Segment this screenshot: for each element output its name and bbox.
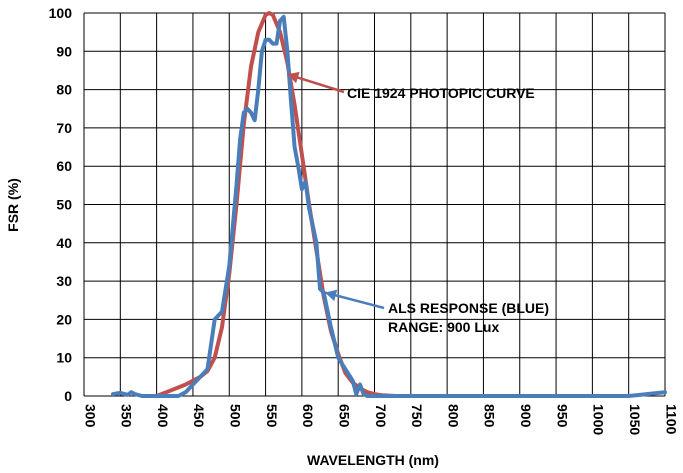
x-tick-label: 800 bbox=[445, 404, 461, 428]
x-tick-label: 500 bbox=[228, 404, 244, 428]
y-tick-label: 20 bbox=[56, 311, 72, 327]
x-tick-label: 350 bbox=[119, 404, 135, 428]
x-tick-label: 900 bbox=[518, 404, 534, 428]
y-tick-labels: 0 10 20 30 40 50 60 70 80 90 100 bbox=[49, 5, 73, 404]
y-tick-label: 10 bbox=[56, 350, 72, 366]
als-arrow-head bbox=[325, 289, 338, 302]
x-tick-label: 600 bbox=[300, 404, 316, 428]
x-tick-label: 550 bbox=[264, 404, 280, 428]
cie-arrow-head bbox=[287, 71, 300, 84]
x-tick-label: 950 bbox=[554, 404, 570, 428]
x-tick-label: 1050 bbox=[627, 404, 643, 435]
x-tick-labels: 300 350 400 450 500 550 600 650 700 750 800 850 900 9… bbox=[82, 404, 679, 435]
x-tick-label: 700 bbox=[373, 404, 389, 428]
x-axis-label: WAVELENGTH (nm) bbox=[307, 452, 439, 468]
y-tick-label: 70 bbox=[56, 120, 72, 136]
annotation-arrows bbox=[286, 71, 385, 310]
x-tick-label: 850 bbox=[482, 404, 498, 428]
y-tick-label: 80 bbox=[56, 82, 72, 98]
series-line-als bbox=[111, 14, 667, 398]
x-tick-label: 750 bbox=[409, 404, 425, 428]
series-lines bbox=[111, 11, 667, 398]
y-axis-label: FSR (%) bbox=[5, 178, 21, 232]
x-tick-label: 1000 bbox=[591, 404, 607, 435]
y-tick-label: 100 bbox=[49, 5, 73, 21]
x-tick-label: 1100 bbox=[663, 404, 679, 435]
x-tick-label: 450 bbox=[191, 404, 207, 428]
x-tick-label: 650 bbox=[336, 404, 352, 428]
y-tick-label: 30 bbox=[56, 273, 72, 289]
x-tick-label: 400 bbox=[155, 404, 171, 428]
y-tick-label: 60 bbox=[56, 158, 72, 174]
x-tick-label: 300 bbox=[82, 404, 98, 428]
y-tick-label: 50 bbox=[56, 197, 72, 213]
y-tick-label: 0 bbox=[64, 388, 72, 404]
annotation-als-range-label: RANGE: 900 Lux bbox=[388, 319, 499, 335]
gridlines bbox=[83, 12, 666, 397]
y-tick-label: 90 bbox=[56, 43, 72, 59]
annotation-cie-label: CIE 1924 PHOTOPIC CURVE bbox=[347, 85, 535, 101]
y-tick-label: 40 bbox=[56, 235, 72, 251]
annotation-als-label: ALS RESPONSE (BLUE) bbox=[388, 300, 549, 316]
